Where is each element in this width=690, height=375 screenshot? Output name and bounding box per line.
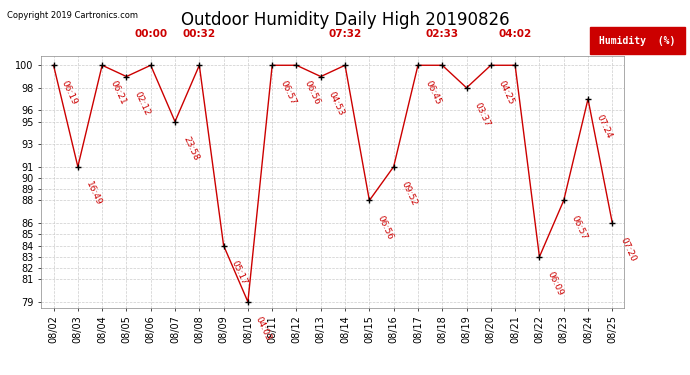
Text: 04:02: 04:02 (498, 29, 532, 39)
Text: 07:20: 07:20 (618, 237, 638, 264)
Text: 06:45: 06:45 (424, 79, 443, 106)
Text: 00:00: 00:00 (134, 29, 167, 39)
Text: 06:56: 06:56 (375, 214, 395, 241)
Text: 02:33: 02:33 (426, 29, 459, 39)
Text: 07:32: 07:32 (328, 29, 362, 39)
Text: 02:12: 02:12 (132, 90, 152, 117)
Text: 16:49: 16:49 (84, 180, 103, 207)
Text: 06:09: 06:09 (546, 270, 564, 298)
Text: 07:24: 07:24 (594, 112, 613, 140)
Text: 06:57: 06:57 (570, 214, 589, 241)
Text: 03:37: 03:37 (473, 101, 492, 129)
Text: 06:21: 06:21 (108, 79, 127, 106)
Text: 06:57: 06:57 (278, 79, 297, 106)
Text: 04:25: 04:25 (497, 79, 516, 106)
Text: 00:32: 00:32 (183, 29, 216, 39)
Text: 05:17: 05:17 (230, 259, 249, 286)
Text: 23:58: 23:58 (181, 135, 200, 162)
Text: 04:53: 04:53 (327, 90, 346, 117)
Text: 04:03: 04:03 (254, 315, 273, 342)
Text: Copyright 2019 Cartronics.com: Copyright 2019 Cartronics.com (7, 11, 138, 20)
Text: 06:56: 06:56 (302, 79, 322, 106)
Text: 06:19: 06:19 (59, 79, 79, 106)
Text: 09:52: 09:52 (400, 180, 419, 207)
Text: Outdoor Humidity Daily High 20190826: Outdoor Humidity Daily High 20190826 (181, 11, 509, 29)
Text: Humidity  (%): Humidity (%) (600, 36, 676, 46)
